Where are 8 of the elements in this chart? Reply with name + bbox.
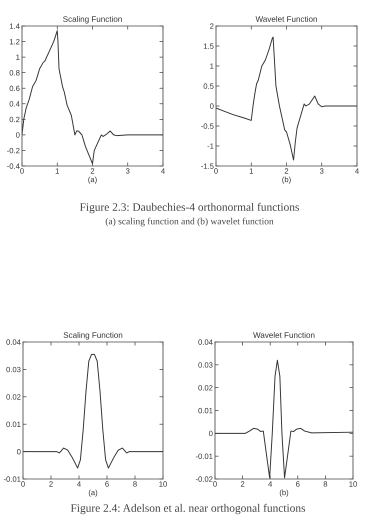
caption: Figure 2.4: Adelson et al. near orthogonal functions bbox=[70, 504, 306, 514]
caption: Figure 2.3: Daubechies-4 orthonormal functions bbox=[80, 202, 299, 214]
chart-title: Wavelet Function bbox=[253, 332, 314, 338]
text: (a) scaling function and (b) wavelet function bbox=[106, 218, 274, 226]
line-series bbox=[23, 354, 163, 469]
chart-title: Scaling Function bbox=[63, 16, 122, 24]
chart-title: Wavelet Function bbox=[256, 16, 317, 22]
chart-title: Scaling Function bbox=[64, 332, 122, 340]
